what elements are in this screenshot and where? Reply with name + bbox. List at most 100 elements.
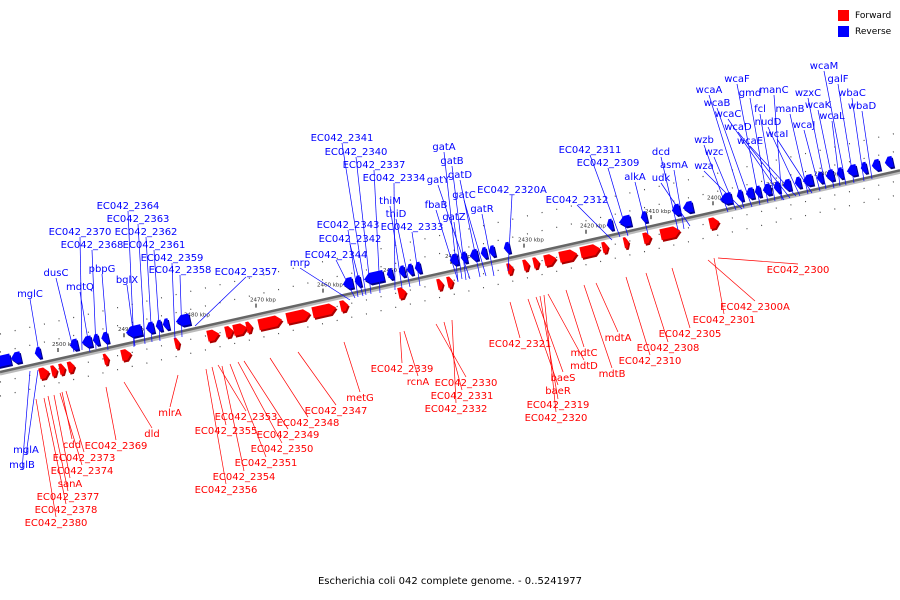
forward-gene-label: EC042_2319: [527, 400, 590, 411]
forward-gene-leader: [565, 289, 585, 348]
tick-label: 2400 kbp: [707, 195, 733, 201]
gene-arrow-body: [782, 178, 792, 191]
reverse-gene-leader: [749, 97, 769, 204]
forward-gene-arrow: [66, 361, 77, 375]
forward-gene-label: EC042_2301: [693, 315, 756, 326]
reverse-gene-label: wbaC: [838, 88, 866, 99]
reverse-gene-label: EC042_2368: [61, 240, 124, 251]
gene-arrow-body: [543, 254, 557, 267]
reverse-gene-leader: [194, 276, 247, 327]
gene-arrow-body: [245, 321, 253, 333]
reverse-gene-label: EC042_2342: [319, 234, 382, 245]
gene-arrow-body: [794, 176, 802, 188]
reverse-gene-leader: [749, 145, 797, 197]
forward-gene-label: EC042_2339: [371, 364, 434, 375]
reverse-gene-label: gatZ: [442, 212, 465, 223]
reverse-gene-label: EC042_2341: [311, 133, 374, 144]
label-leader-lines: [21, 70, 873, 518]
gene-arrow-body: [102, 353, 109, 365]
forward-gene-leader: [221, 365, 245, 472]
reverse-gene-leader: [660, 182, 691, 227]
forward-gene-leader: [343, 341, 361, 393]
forward-gene-leader: [645, 272, 669, 343]
forward-gene-arrow: [257, 315, 284, 332]
gene-arrow-body: [871, 158, 881, 171]
gene-arrow-body: [601, 241, 609, 254]
forward-gene-label: dld: [144, 429, 159, 440]
reverse-gene-leader: [443, 151, 459, 283]
reverse-gene-label: EC042_2312: [546, 195, 609, 206]
forward-gene-leader: [707, 259, 756, 302]
forward-gene-label: EC042_2369: [85, 441, 148, 452]
reverse-gene-leader: [767, 126, 801, 197]
forward-gene-label: EC042_2320: [525, 413, 588, 424]
gene-arrow-body: [175, 313, 191, 326]
reverse-gene-arrow: [0, 353, 14, 370]
forward-gene-label: mdtB: [599, 369, 626, 380]
reverse-gene-label: wbaD: [848, 101, 877, 112]
reverse-gene-leader: [101, 273, 109, 351]
forward-gene-leader: [65, 390, 85, 453]
reverse-gene-label: wcaA: [696, 85, 723, 96]
forward-gene-arrow: [659, 226, 682, 242]
reverse-gene-arrow: [480, 246, 490, 260]
reverse-gene-arrow: [846, 163, 860, 178]
reverse-gene-leader: [481, 213, 495, 277]
reverse-gene-label: fbaB: [425, 200, 448, 211]
reverse-gene-leader: [389, 205, 403, 289]
forward-gene-leader: [229, 363, 267, 458]
reverse-gene-label: EC042_2362: [115, 227, 178, 238]
reverse-gene-arrow: [606, 218, 616, 232]
reverse-gene-label: wcaI: [766, 129, 789, 140]
forward-gene-leader: [43, 397, 67, 505]
reverse-gene-leader: [589, 154, 621, 238]
gene-arrow-body: [69, 338, 79, 351]
gene-arrow-body: [825, 169, 835, 181]
reverse-gene-leader: [736, 83, 761, 206]
reverse-swatch: [838, 26, 849, 37]
reverse-gene-leader: [171, 262, 176, 340]
reverse-gene-label: asmA: [660, 160, 688, 171]
forward-gene-leader: [547, 293, 585, 361]
gene-arrow-body: [38, 367, 50, 380]
reverse-gene-label: gatA: [432, 142, 455, 153]
reverse-gene-label: EC042_2359: [141, 253, 204, 264]
forward-gene-arrow: [506, 263, 515, 277]
reverse-gene-label: EC042_2370: [49, 227, 112, 238]
forward-gene-leader: [671, 267, 691, 329]
forward-gene-leader: [535, 296, 564, 373]
reverse-gene-leader: [341, 142, 367, 296]
reverse-gene-label: fcl: [754, 104, 766, 115]
forward-gene-arrow: [543, 254, 558, 268]
forward-gene-arrow: [622, 237, 631, 251]
forward-gene-leader: [205, 368, 227, 485]
forward-gene-label: EC042_2349: [257, 430, 320, 441]
gene-arrow-body: [469, 248, 479, 261]
reverse-gene-label: EC042_2320A: [477, 185, 547, 196]
reverse-gene-arrow: [773, 181, 783, 195]
forward-gene-arrow: [102, 353, 111, 367]
reverse-gene-label: galF: [827, 74, 848, 85]
gene-arrow-body: [618, 214, 632, 227]
reverse-gene-label: wzb: [694, 135, 714, 146]
tick-label: 2470 kbp: [250, 298, 276, 304]
reverse-gene-label: thiM: [379, 196, 401, 207]
reverse-gene-leader: [145, 236, 153, 343]
forward-gene-label: EC042_2348: [277, 418, 340, 429]
reverse-gene-leader: [437, 184, 471, 280]
legend-reverse-label: Reverse: [855, 26, 892, 37]
reverse-gene-label: EC042_2309: [577, 158, 640, 169]
reverse-gene-leader: [716, 107, 753, 208]
reverse-gene-arrow: [34, 346, 44, 360]
gene-arrow-body: [480, 246, 488, 259]
reverse-gene-label: nudD: [755, 117, 782, 128]
reverse-gene-label: gatB: [440, 156, 463, 167]
forward-gene-arrow: [601, 241, 610, 255]
reverse-gene-arrow: [618, 214, 634, 229]
gene-arrow-body: [232, 323, 248, 336]
reverse-gene-label: wcaD: [724, 122, 752, 133]
reverse-gene-label: mdtQ: [66, 282, 94, 293]
reverse-gene-label: EC042_2363: [107, 214, 170, 225]
reverse-gene-leader: [349, 243, 364, 297]
reverse-gene-label: EC042_2334: [363, 173, 426, 184]
